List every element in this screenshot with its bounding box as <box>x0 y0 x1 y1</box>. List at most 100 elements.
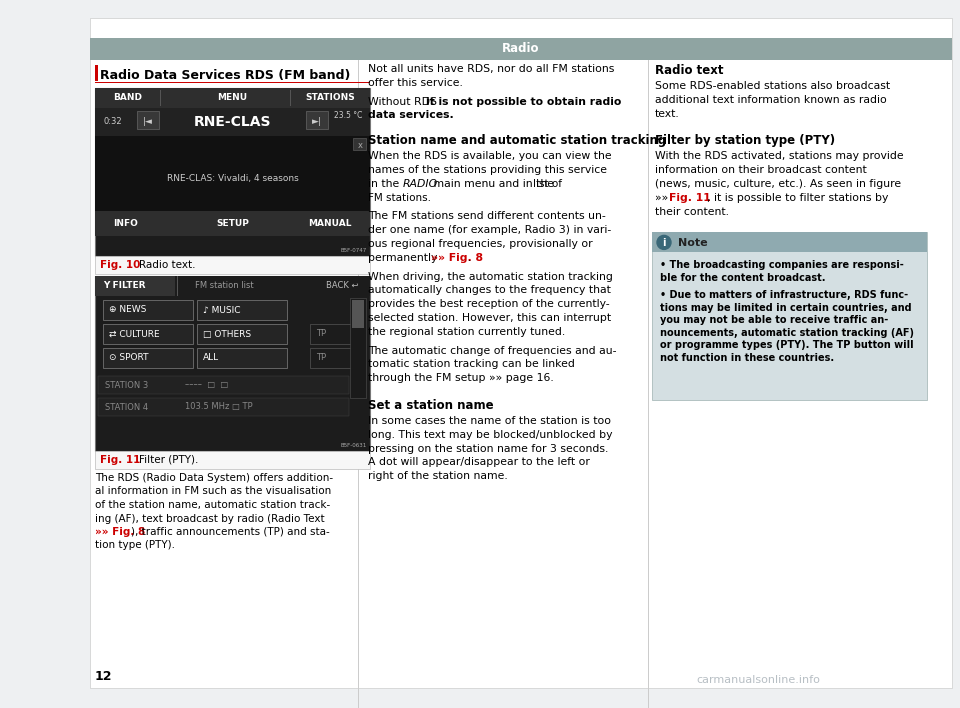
Text: through the FM setup »» page 16.: through the FM setup »» page 16. <box>368 373 554 383</box>
Text: Filter by station type (PTY): Filter by station type (PTY) <box>655 135 835 147</box>
Text: Fig. 11: Fig. 11 <box>669 193 710 202</box>
Text: 23.5 °C: 23.5 °C <box>334 111 362 120</box>
Text: ), traffic announcements (TP) and sta-: ), traffic announcements (TP) and sta- <box>131 527 329 537</box>
Text: list of: list of <box>533 179 562 189</box>
Text: offer this service.: offer this service. <box>368 78 463 88</box>
Text: der one name (for example, Radio 3) in vari-: der one name (for example, Radio 3) in v… <box>368 225 612 235</box>
Text: TP: TP <box>316 353 326 362</box>
Text: Fig. 10: Fig. 10 <box>100 260 140 270</box>
Text: |◄: |◄ <box>143 118 153 127</box>
Bar <box>95 256 370 274</box>
Bar <box>350 298 366 398</box>
Text: FM stations.: FM stations. <box>368 193 431 202</box>
Text: Fig. 11: Fig. 11 <box>100 455 140 465</box>
Text: MANUAL: MANUAL <box>308 219 352 229</box>
Text: ⇄ CULTURE: ⇄ CULTURE <box>109 329 159 338</box>
Bar <box>95 276 370 296</box>
Text: in the: in the <box>368 179 403 189</box>
Text: ►|: ►| <box>312 118 322 127</box>
Text: Not all units have RDS, nor do all FM stations: Not all units have RDS, nor do all FM st… <box>368 64 614 74</box>
Bar <box>95 136 370 211</box>
Bar <box>95 108 370 136</box>
Text: tions may be limited in certain countries, and: tions may be limited in certain countrie… <box>660 303 912 313</box>
Text: SETUP: SETUP <box>216 219 249 229</box>
Text: main menu and in the: main menu and in the <box>430 179 558 189</box>
Text: nouncements, automatic station tracking (AF): nouncements, automatic station tracking … <box>660 328 914 338</box>
Text: BACK ↩: BACK ↩ <box>325 282 358 290</box>
Text: Radio text.: Radio text. <box>139 260 196 270</box>
Bar <box>95 65 98 81</box>
Text: STATION 3: STATION 3 <box>105 380 148 389</box>
Text: RNE-CLAS: Vivaldi, 4 seasons: RNE-CLAS: Vivaldi, 4 seasons <box>167 173 299 183</box>
Bar <box>197 300 287 320</box>
Bar <box>95 211 370 236</box>
Text: TP: TP <box>316 329 326 338</box>
Text: »» Fig. 8: »» Fig. 8 <box>95 527 145 537</box>
Text: B5F-0747: B5F-0747 <box>341 248 367 253</box>
Text: A dot will appear/disappear to the left or: A dot will appear/disappear to the left … <box>368 457 589 467</box>
Text: 12: 12 <box>95 670 112 683</box>
Text: »» Fig. 8: »» Fig. 8 <box>431 253 483 263</box>
Text: tomatic station tracking can be linked: tomatic station tracking can be linked <box>368 360 575 370</box>
Bar <box>103 300 193 320</box>
Text: information on their broadcast content: information on their broadcast content <box>655 165 867 175</box>
Text: data services.: data services. <box>368 110 454 120</box>
Text: B5F-0631: B5F-0631 <box>341 443 367 448</box>
Circle shape <box>657 235 671 249</box>
Text: Radio: Radio <box>502 42 540 55</box>
Text: Some RDS-enabled stations also broadcast: Some RDS-enabled stations also broadcast <box>655 81 890 91</box>
Bar <box>98 398 349 416</box>
Text: Radio Data Services RDS (FM band): Radio Data Services RDS (FM band) <box>100 69 350 83</box>
Bar <box>310 324 360 344</box>
Text: Station name and automatic station tracking: Station name and automatic station track… <box>368 135 666 147</box>
Bar <box>197 324 287 344</box>
Text: the regional station currently tuned.: the regional station currently tuned. <box>368 327 565 337</box>
Text: provides the best reception of the currently-: provides the best reception of the curre… <box>368 299 610 309</box>
Text: In some cases the name of the station is too: In some cases the name of the station is… <box>368 416 611 426</box>
Bar <box>306 111 328 129</box>
Text: STATION 4: STATION 4 <box>105 403 148 411</box>
Bar <box>652 232 927 252</box>
Text: their content.: their content. <box>655 207 729 217</box>
Text: Without RDS: Without RDS <box>368 96 441 107</box>
Bar <box>95 88 370 256</box>
Text: ––––  □  □: –––– □ □ <box>185 380 228 389</box>
Text: The automatic change of frequencies and au-: The automatic change of frequencies and … <box>368 346 616 355</box>
Text: long. This text may be blocked/unblocked by: long. This text may be blocked/unblocked… <box>368 430 612 440</box>
Text: additional text information known as radio: additional text information known as rad… <box>655 95 887 105</box>
Text: names of the stations providing this service: names of the stations providing this ser… <box>368 165 607 175</box>
Text: tion type (PTY).: tion type (PTY). <box>95 540 175 551</box>
Text: 103.5 MHz □ TP: 103.5 MHz □ TP <box>185 403 252 411</box>
Text: When the RDS is available, you can view the: When the RDS is available, you can view … <box>368 152 612 161</box>
Text: ⊙ SPORT: ⊙ SPORT <box>109 353 149 362</box>
Text: al information in FM such as the visualisation: al information in FM such as the visuali… <box>95 486 331 496</box>
Text: FM station list: FM station list <box>195 282 253 290</box>
Text: ing (AF), text broadcast by radio (Radio Text: ing (AF), text broadcast by radio (Radio… <box>95 513 324 523</box>
Text: you may not be able to receive traffic an-: you may not be able to receive traffic a… <box>660 315 888 326</box>
Text: The FM stations send different contents un-: The FM stations send different contents … <box>368 212 606 222</box>
Text: □ OTHERS: □ OTHERS <box>203 329 252 338</box>
Text: not function in these countries.: not function in these countries. <box>660 353 834 363</box>
Text: x: x <box>357 140 363 149</box>
Bar <box>352 300 364 328</box>
Text: RADIO: RADIO <box>403 179 438 189</box>
Text: ous regional frequencies, provisionally or: ous regional frequencies, provisionally … <box>368 239 592 249</box>
Text: it is not possible to obtain radio: it is not possible to obtain radio <box>426 96 621 107</box>
Text: of the station name, automatic station track-: of the station name, automatic station t… <box>95 500 330 510</box>
Text: Note: Note <box>678 238 708 248</box>
Bar <box>197 348 287 368</box>
Text: Radio text: Radio text <box>655 64 724 77</box>
Text: When driving, the automatic station tracking: When driving, the automatic station trac… <box>368 272 612 282</box>
Text: ♪ MUSIC: ♪ MUSIC <box>203 305 241 314</box>
Text: • Due to matters of infrastructure, RDS func-: • Due to matters of infrastructure, RDS … <box>660 290 908 300</box>
Text: selected station. However, this can interrupt: selected station. However, this can inte… <box>368 313 612 323</box>
Bar <box>98 376 349 394</box>
Text: 0:32: 0:32 <box>103 118 122 127</box>
Text: With the RDS activated, stations may provide: With the RDS activated, stations may pro… <box>655 152 903 161</box>
Text: pressing on the station name for 3 seconds.: pressing on the station name for 3 secon… <box>368 444 609 454</box>
Bar <box>310 348 360 368</box>
Bar <box>103 324 193 344</box>
Bar <box>90 18 952 688</box>
Bar <box>95 276 175 296</box>
Text: , it is possible to filter stations by: , it is possible to filter stations by <box>707 193 888 202</box>
